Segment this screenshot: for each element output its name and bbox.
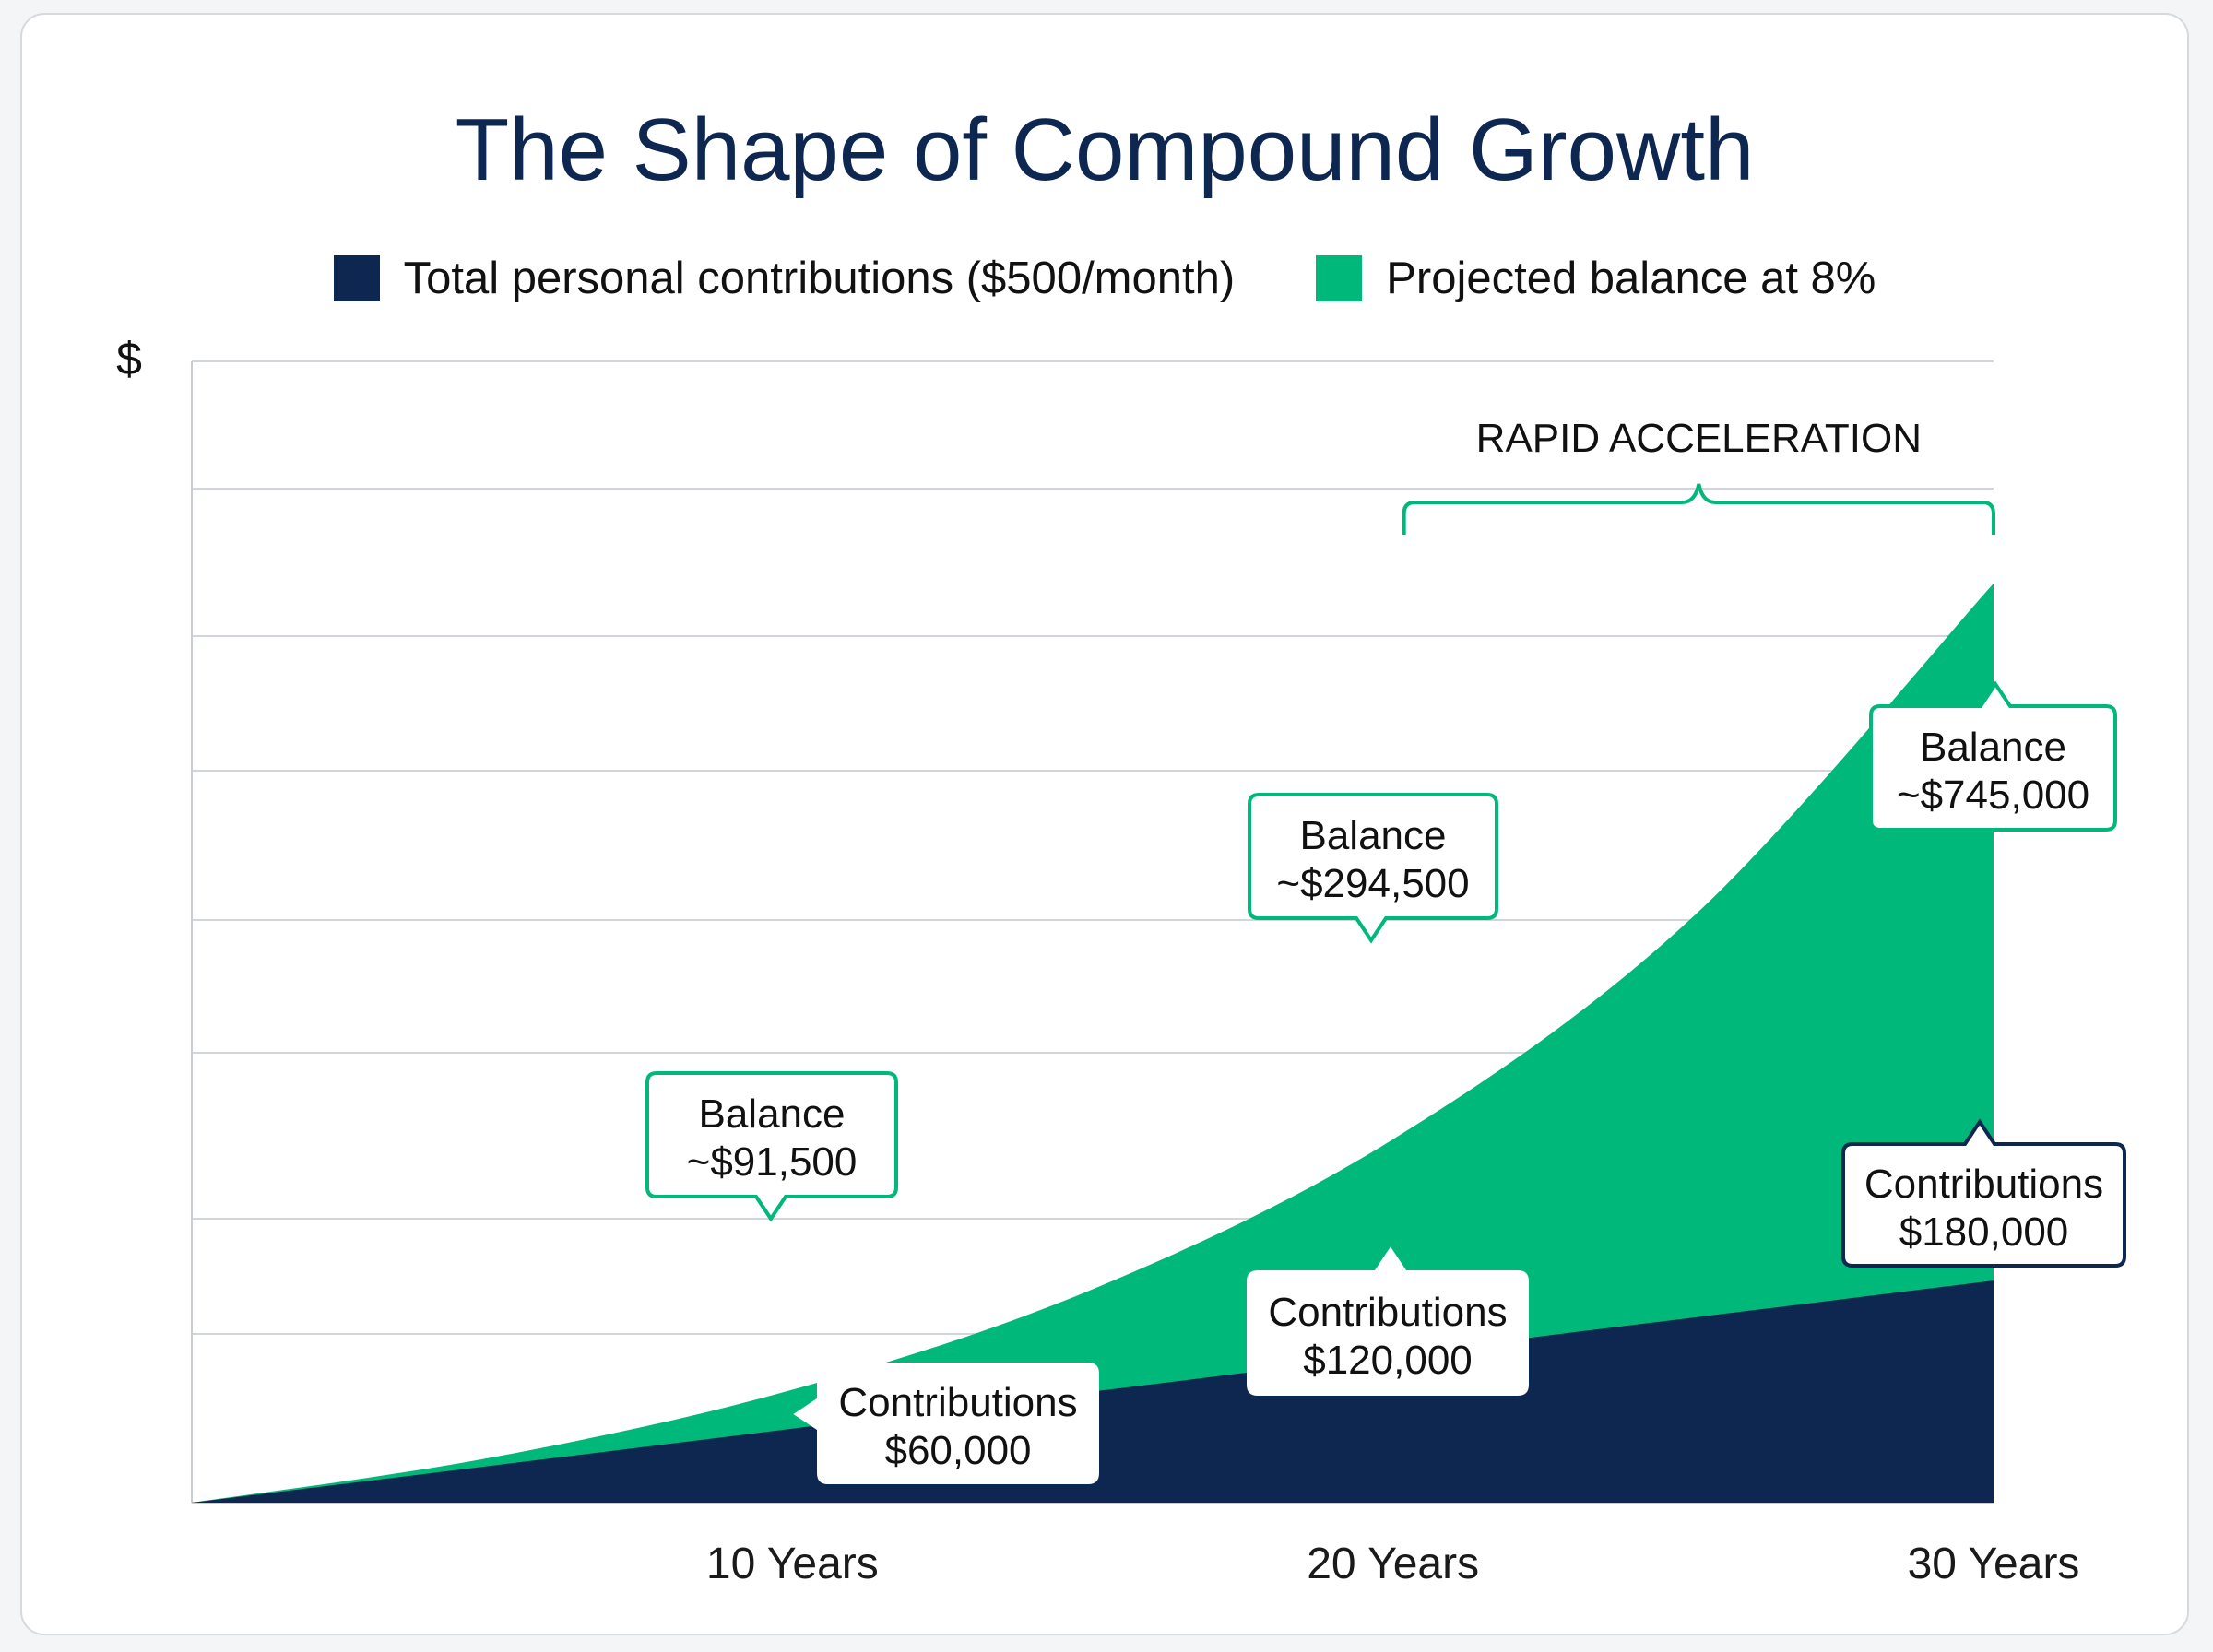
chart-title: The Shape of Compound Growth bbox=[455, 100, 1755, 199]
callout-value: ~$745,000 bbox=[1897, 773, 2089, 818]
callout-label: Contributions bbox=[1864, 1162, 2103, 1207]
x-tick-label: 10 Years bbox=[706, 1540, 879, 1588]
x-tick-label: 20 Years bbox=[1307, 1540, 1479, 1588]
legend-swatch-balance bbox=[1316, 255, 1363, 301]
y-axis-label: $ bbox=[116, 333, 142, 384]
annotation-label: RAPID ACCELERATION bbox=[1476, 416, 1922, 461]
legend-label-contributions: Total personal contributions ($500/month… bbox=[403, 254, 1236, 303]
balance-callout-box bbox=[1248, 793, 1498, 944]
callout-label: Balance bbox=[698, 1092, 845, 1137]
legend: Total personal contributions ($500/month… bbox=[22, 253, 2187, 304]
balance-callout-box bbox=[1869, 680, 2117, 832]
contributions-callout-box bbox=[1247, 1246, 1529, 1396]
contributions-callout-box bbox=[1841, 1118, 2126, 1268]
callout-label: Contributions bbox=[838, 1380, 1077, 1425]
acceleration-bracket bbox=[1402, 483, 1995, 535]
callout-value: ~$91,500 bbox=[687, 1139, 858, 1185]
contributions-callout-box bbox=[793, 1363, 1099, 1484]
series-area-balance bbox=[192, 583, 1994, 1503]
balance-callout-box bbox=[645, 1071, 898, 1222]
callout-value: ~$294,500 bbox=[1276, 861, 1469, 906]
callout-label: Balance bbox=[1299, 813, 1446, 858]
callout-label: Balance bbox=[1920, 725, 2066, 770]
legend-swatch-contributions bbox=[333, 255, 380, 301]
callout-value: $120,000 bbox=[1303, 1338, 1473, 1383]
callout-label: Contributions bbox=[1268, 1290, 1507, 1335]
callout-value: $60,000 bbox=[884, 1428, 1031, 1473]
callout-value: $180,000 bbox=[1899, 1210, 2069, 1255]
legend-item-contributions: Total personal contributions ($500/month… bbox=[333, 253, 1236, 304]
legend-item-balance: Projected balance at 8% bbox=[1316, 253, 1876, 304]
x-tick-label: 30 Years bbox=[1908, 1540, 2080, 1588]
legend-label-balance: Projected balance at 8% bbox=[1386, 254, 1876, 303]
